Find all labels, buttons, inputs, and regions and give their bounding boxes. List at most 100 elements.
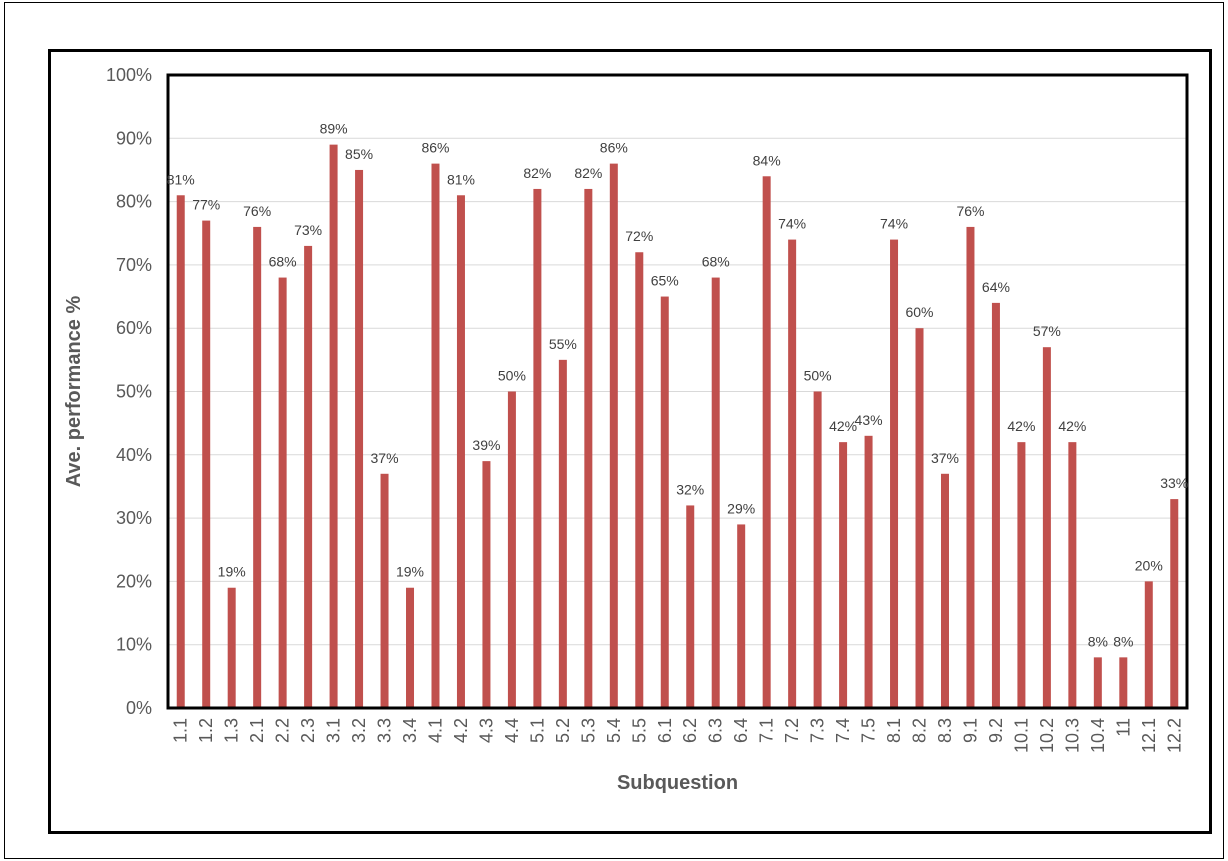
data-label: 64% xyxy=(982,279,1010,295)
y-tick-label: 20% xyxy=(116,571,152,591)
bar xyxy=(228,588,236,708)
x-tick-label: 3.1 xyxy=(324,718,344,743)
x-tick-label: 9.2 xyxy=(986,718,1006,743)
data-label: 72% xyxy=(625,228,653,244)
bar xyxy=(788,240,796,708)
data-label: 20% xyxy=(1135,557,1163,573)
bar xyxy=(355,170,363,708)
x-tick-label: 3.4 xyxy=(400,718,420,743)
data-label: 37% xyxy=(931,450,959,466)
x-tick-label: 6.2 xyxy=(680,718,700,743)
x-tick-label: 6.1 xyxy=(655,718,675,743)
data-label: 19% xyxy=(218,564,246,580)
data-label: 43% xyxy=(855,412,883,428)
y-axis-ticks: 0% 10% 20% 30% 40% 50% 60% 70% 80% 90% 100% xyxy=(106,65,152,718)
data-label: 65% xyxy=(651,273,679,289)
y-tick-label: 40% xyxy=(116,445,152,465)
bar xyxy=(559,360,567,708)
x-tick-label: 10.3 xyxy=(1062,718,1082,753)
data-label: 37% xyxy=(371,450,399,466)
bar xyxy=(1043,347,1051,708)
x-tick-label: 6.3 xyxy=(706,718,726,743)
data-label: 8% xyxy=(1088,633,1108,649)
bar xyxy=(279,278,287,708)
x-tick-label: 12.2 xyxy=(1164,718,1184,753)
y-tick-label: 30% xyxy=(116,508,152,528)
bar xyxy=(686,505,694,708)
bar xyxy=(253,227,261,708)
bar xyxy=(1017,442,1025,708)
data-label: 32% xyxy=(676,481,704,497)
x-tick-label: 8.2 xyxy=(910,718,930,743)
x-tick-label: 4.4 xyxy=(502,718,522,743)
data-label: 81% xyxy=(447,171,475,187)
bar xyxy=(763,176,771,708)
bar xyxy=(177,195,185,708)
bar xyxy=(610,164,618,708)
bar xyxy=(381,474,389,708)
x-tick-label: 10.1 xyxy=(1011,718,1031,753)
x-tick-label: 6.4 xyxy=(731,718,751,743)
x-tick-label: 5.4 xyxy=(604,718,624,743)
bar xyxy=(890,240,898,708)
x-tick-label: 4.2 xyxy=(451,718,471,743)
bar xyxy=(966,227,974,708)
data-label: 86% xyxy=(600,140,628,156)
data-label: 82% xyxy=(574,165,602,181)
data-label: 76% xyxy=(243,203,271,219)
x-axis-ticks: 1.1 1.2 1.3 2.1 2.2 2.3 3.1 3.2 3.3 3.4 4.1 4.2 4.3 4… xyxy=(171,718,1185,753)
x-tick-label: 7.2 xyxy=(782,718,802,743)
data-label: 74% xyxy=(778,216,806,232)
bar xyxy=(304,246,312,708)
x-tick-label: 2.1 xyxy=(247,718,267,743)
y-tick-label: 90% xyxy=(116,128,152,148)
bar xyxy=(508,392,516,709)
data-label: 50% xyxy=(498,368,526,384)
bar xyxy=(457,195,465,708)
x-tick-label: 7.5 xyxy=(859,718,879,743)
x-tick-label: 1.3 xyxy=(222,718,242,743)
bar xyxy=(916,328,924,708)
bar xyxy=(635,252,643,708)
y-tick-label: 100% xyxy=(106,65,152,85)
x-tick-label: 5.1 xyxy=(527,718,547,743)
data-label: 8% xyxy=(1113,633,1133,649)
x-tick-label: 5.2 xyxy=(553,718,573,743)
x-tick-label: 1.1 xyxy=(171,718,191,743)
bar xyxy=(661,297,669,708)
bar xyxy=(584,189,592,708)
data-label: 42% xyxy=(1007,418,1035,434)
bar xyxy=(1170,499,1178,708)
data-label: 33% xyxy=(1160,475,1188,491)
x-tick-label: 2.3 xyxy=(298,718,318,743)
y-tick-label: 80% xyxy=(116,192,152,212)
bar xyxy=(941,474,949,708)
bar xyxy=(839,442,847,708)
x-tick-label: 5.3 xyxy=(578,718,598,743)
y-tick-label: 0% xyxy=(126,698,152,718)
data-label: 85% xyxy=(345,146,373,162)
x-tick-label: 10.2 xyxy=(1037,718,1057,753)
bar xyxy=(1094,657,1102,708)
bar xyxy=(814,392,822,709)
data-label: 84% xyxy=(753,152,781,168)
bar xyxy=(992,303,1000,708)
x-tick-label: 10.4 xyxy=(1088,718,1108,753)
x-tick-label: 7.3 xyxy=(808,718,828,743)
bar xyxy=(482,461,490,708)
data-label: 86% xyxy=(421,140,449,156)
y-tick-label: 70% xyxy=(116,255,152,275)
x-tick-label: 5.5 xyxy=(629,718,649,743)
bar xyxy=(1068,442,1076,708)
bar xyxy=(865,436,873,708)
data-label: 60% xyxy=(905,304,933,320)
x-tick-label: 8.1 xyxy=(884,718,904,743)
bar xyxy=(1145,581,1153,708)
data-label: 82% xyxy=(523,165,551,181)
bar xyxy=(431,164,439,708)
bar xyxy=(1119,657,1127,708)
data-label: 29% xyxy=(727,500,755,516)
data-label: 89% xyxy=(320,121,348,137)
bar xyxy=(330,145,338,708)
